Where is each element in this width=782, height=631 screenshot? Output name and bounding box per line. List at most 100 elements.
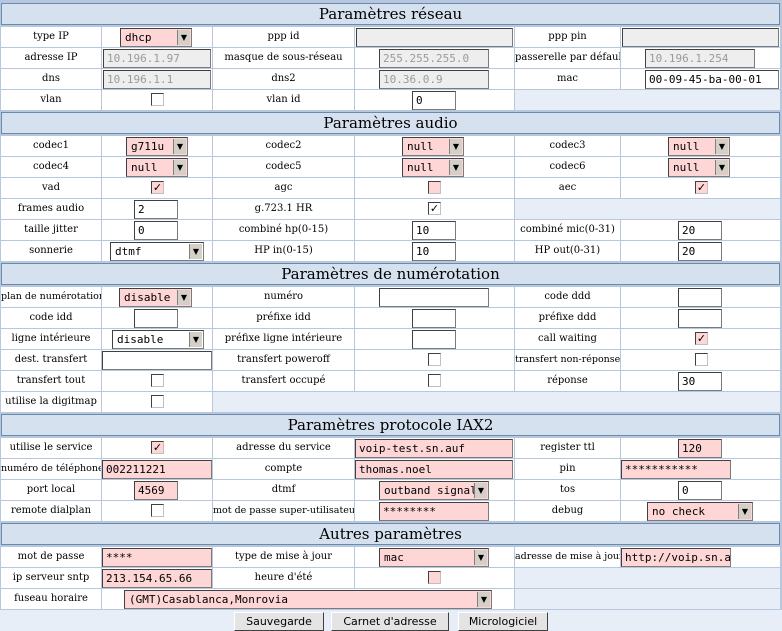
- dtmf-label: dtmf: [271, 484, 296, 495]
- section-title-reseau: Paramètres réseau: [1, 3, 780, 25]
- dialplan-checkbox[interactable]: [151, 504, 164, 517]
- adresse-service-input[interactable]: voip-test.sn.auf: [355, 439, 513, 458]
- dest-transfert-input[interactable]: [102, 351, 212, 370]
- prefixe-ddd-input[interactable]: [678, 309, 722, 328]
- su-pass-label: mot de passe super-utilisateur: [213, 505, 354, 516]
- tel-input[interactable]: 002211221: [102, 460, 212, 479]
- masque-label: masque de sous-réseau: [224, 52, 343, 63]
- codec6-select[interactable]: null ▼: [668, 158, 730, 177]
- numero-label: numéro: [263, 291, 304, 302]
- sntp-input[interactable]: 213.154.65.66: [102, 569, 212, 588]
- adresse-service-label: adresse du service: [236, 442, 331, 453]
- dtmf-select[interactable]: outband signal ▼: [379, 481, 489, 500]
- transfert-occupe-checkbox[interactable]: [428, 374, 441, 387]
- sonnerie-select[interactable]: dtmf ▼: [110, 242, 204, 261]
- pass-input[interactable]: ****: [102, 548, 212, 567]
- ppp-id-input[interactable]: [356, 28, 513, 47]
- transfert-tout-checkbox[interactable]: [151, 374, 164, 387]
- debug-select[interactable]: no check ▼: [647, 502, 753, 521]
- code-ddd-input[interactable]: [678, 288, 722, 307]
- reponse-input[interactable]: 30: [678, 372, 722, 391]
- call-waiting-checkbox[interactable]: ✓: [695, 332, 708, 345]
- aec-label: aec: [558, 182, 577, 193]
- transfert-nonrep-label: transfert non-réponse: [515, 354, 620, 365]
- prefixe-idd-input[interactable]: [412, 309, 456, 328]
- plan-select[interactable]: disable ▼: [119, 288, 192, 307]
- chevron-down-icon: ▼: [474, 550, 487, 565]
- reponse-label: réponse: [547, 375, 588, 386]
- save-button[interactable]: Sauvegarde: [234, 612, 324, 631]
- chevron-down-icon: ▼: [177, 30, 190, 45]
- sonnerie-value: dtmf: [115, 245, 142, 258]
- transfert-nonrep-checkbox[interactable]: [695, 353, 708, 366]
- digitmap-checkbox[interactable]: [151, 395, 164, 408]
- prefixe-ddd-label: préfixe ddd: [538, 312, 597, 323]
- hp-out-label: HP out(0-31): [534, 245, 601, 256]
- mac-input[interactable]: 00-09-45-ba-00-01: [645, 70, 779, 89]
- address-book-button[interactable]: Carnet d'adresse: [331, 612, 449, 631]
- combine-hp-input[interactable]: 10: [412, 221, 456, 240]
- section-title-iax2: Paramètres protocole IAX2: [1, 414, 780, 436]
- hp-out-input[interactable]: 20: [678, 242, 722, 261]
- port-local-input[interactable]: 4569: [134, 481, 178, 500]
- type-ip-select[interactable]: dhcp ▼: [120, 28, 192, 47]
- dns-label: dns: [42, 73, 60, 84]
- combine-mic-input[interactable]: 20: [678, 221, 722, 240]
- fuseau-select[interactable]: (GMT)Casablanca,Monrovia ▼: [124, 590, 492, 609]
- vlan-id-input[interactable]: 0: [412, 91, 456, 110]
- maj-label: type de mise à jour: [234, 551, 333, 562]
- codec4-select[interactable]: null ▼: [126, 158, 188, 177]
- codec2-value: null: [407, 140, 434, 153]
- vad-checkbox[interactable]: ✓: [151, 181, 164, 194]
- passerelle-input[interactable]: 10.196.1.254: [645, 49, 755, 68]
- codec2-select[interactable]: null ▼: [402, 137, 464, 156]
- tos-input[interactable]: 0: [678, 481, 722, 500]
- maj-addr-input[interactable]: http://voip.sn.auf: [621, 548, 731, 567]
- digitmap-label: utilise la digitmap: [5, 396, 97, 407]
- codec5-label: codec5: [265, 161, 302, 172]
- su-pass-input[interactable]: ********: [379, 502, 489, 521]
- g723-label: g.723.1 HR: [254, 203, 313, 214]
- call-waiting-label: call waiting: [538, 333, 597, 344]
- utilise-service-checkbox[interactable]: ✓: [151, 441, 164, 454]
- code-idd-input[interactable]: [134, 309, 178, 328]
- pin-label: pin: [559, 463, 576, 474]
- codec3-select[interactable]: null ▼: [668, 137, 730, 156]
- masque-input[interactable]: 255.255.255.0: [379, 49, 489, 68]
- adresse-ip-input[interactable]: 10.196.1.97: [103, 49, 211, 68]
- prefixe-ligne-label: préfixe ligne intérieure: [224, 333, 343, 344]
- transfert-tout-label: transfert tout: [16, 375, 86, 386]
- transfert-poweroff-checkbox[interactable]: [428, 353, 441, 366]
- numero-input[interactable]: [379, 288, 489, 307]
- compte-input[interactable]: thomas.noel: [355, 460, 513, 479]
- jitter-input[interactable]: 0: [134, 221, 178, 240]
- firmware-button[interactable]: Micrologiciel: [458, 612, 548, 631]
- ete-checkbox[interactable]: [428, 571, 441, 584]
- prefixe-ligne-input[interactable]: [412, 330, 456, 349]
- agc-checkbox[interactable]: [428, 181, 441, 194]
- register-ttl-input[interactable]: 120: [678, 439, 722, 458]
- maj-select[interactable]: mac ▼: [379, 548, 489, 567]
- ligne-int-select[interactable]: disable ▼: [112, 330, 204, 349]
- fuseau-value: (GMT)Casablanca,Monrovia: [129, 593, 288, 606]
- dns-input[interactable]: 10.196.1.1: [103, 70, 211, 89]
- codec1-select[interactable]: g711u ▼: [126, 137, 188, 156]
- aec-checkbox[interactable]: ✓: [695, 181, 708, 194]
- chevron-down-icon: ▼: [189, 244, 202, 259]
- passerelle-label: passerelle par défault: [515, 52, 620, 63]
- g723-checkbox[interactable]: ✓: [428, 202, 441, 215]
- hp-in-input[interactable]: 10: [412, 242, 456, 261]
- chevron-down-icon: ▼: [477, 592, 490, 607]
- adresse-ip-label: adresse IP: [24, 52, 78, 63]
- ppp-pin-input[interactable]: [622, 28, 779, 47]
- dns2-input[interactable]: 10.36.0.9: [379, 70, 489, 89]
- codec5-select[interactable]: null ▼: [402, 158, 464, 177]
- vlan-checkbox[interactable]: [151, 93, 164, 106]
- jitter-label: taille jitter: [24, 224, 78, 235]
- mac-label: mac: [556, 73, 579, 84]
- maj-value: mac: [384, 551, 404, 564]
- pin-input[interactable]: ***********: [621, 460, 731, 479]
- frames-input[interactable]: 2: [134, 200, 178, 219]
- dtmf-value: outband signal: [384, 484, 477, 497]
- section-title-autres: Autres paramètres: [1, 523, 780, 545]
